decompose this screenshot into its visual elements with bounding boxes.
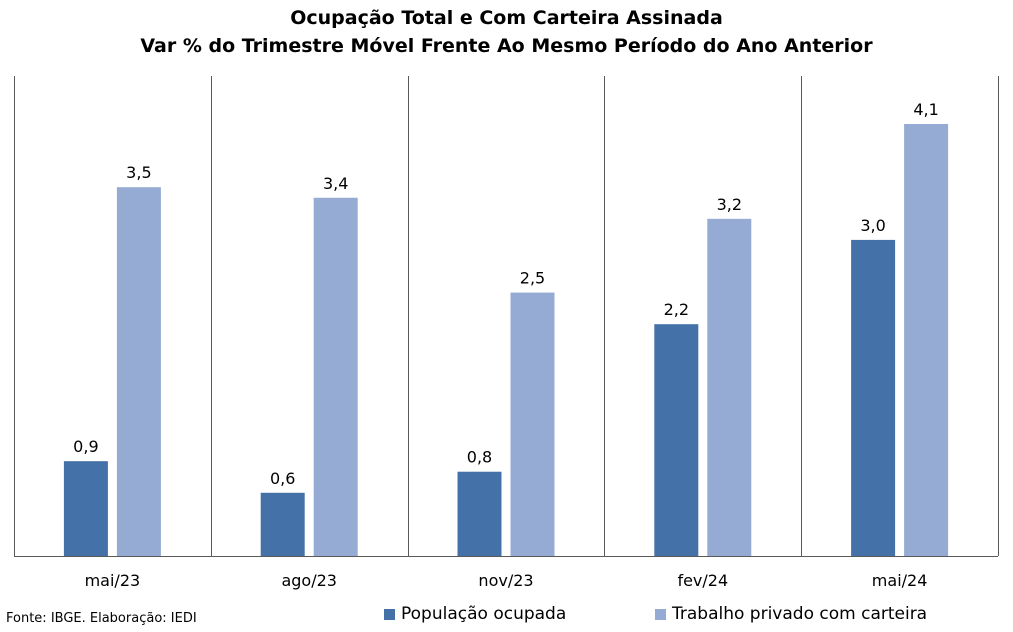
legend-label-trabalho: Trabalho privado com carteira [672,604,928,624]
source-note: Fonte: IBGE. Elaboração: IEDI [6,611,197,626]
x-tick-label: fev/24 [677,571,728,590]
data-label: 4,1 [913,100,938,119]
bar-trabalho [510,292,555,556]
data-label: 2,2 [664,300,689,319]
data-label: 3,4 [323,174,348,193]
data-label: 3,5 [126,163,151,182]
bar-trabalho [116,187,161,556]
legend-item-populacao: População ocupada [384,604,566,624]
bar-trabalho [313,197,358,556]
x-tick-label: nov/23 [478,571,533,590]
data-label: 0,9 [73,437,98,456]
bar-populacao [457,471,502,556]
data-label: 0,8 [467,448,492,467]
bar-populacao [63,461,108,556]
data-label: 0,6 [270,469,295,488]
bar-populacao [851,239,896,556]
data-label: 3,0 [860,216,885,235]
legend-item-trabalho: Trabalho privado com carteira [655,604,927,624]
data-label: 2,5 [520,269,545,288]
bar-trabalho [904,124,949,556]
data-label: 3,2 [717,195,742,214]
x-tick-label: ago/23 [281,571,337,590]
bar-trabalho [707,218,752,556]
bar-populacao [654,324,699,556]
chart-subtitle: Var % do Trimestre Móvel Frente Ao Mesmo… [140,35,873,57]
bar-populacao [260,492,305,556]
x-tick-label: mai/24 [872,571,928,590]
chart-title: Ocupação Total e Com Carteira Assinada [290,7,723,29]
legend-swatch-trabalho [655,608,666,620]
x-tick-label: mai/23 [85,571,141,590]
legend-swatch-populacao [384,608,395,620]
legend-label-populacao: População ocupada [401,604,567,624]
